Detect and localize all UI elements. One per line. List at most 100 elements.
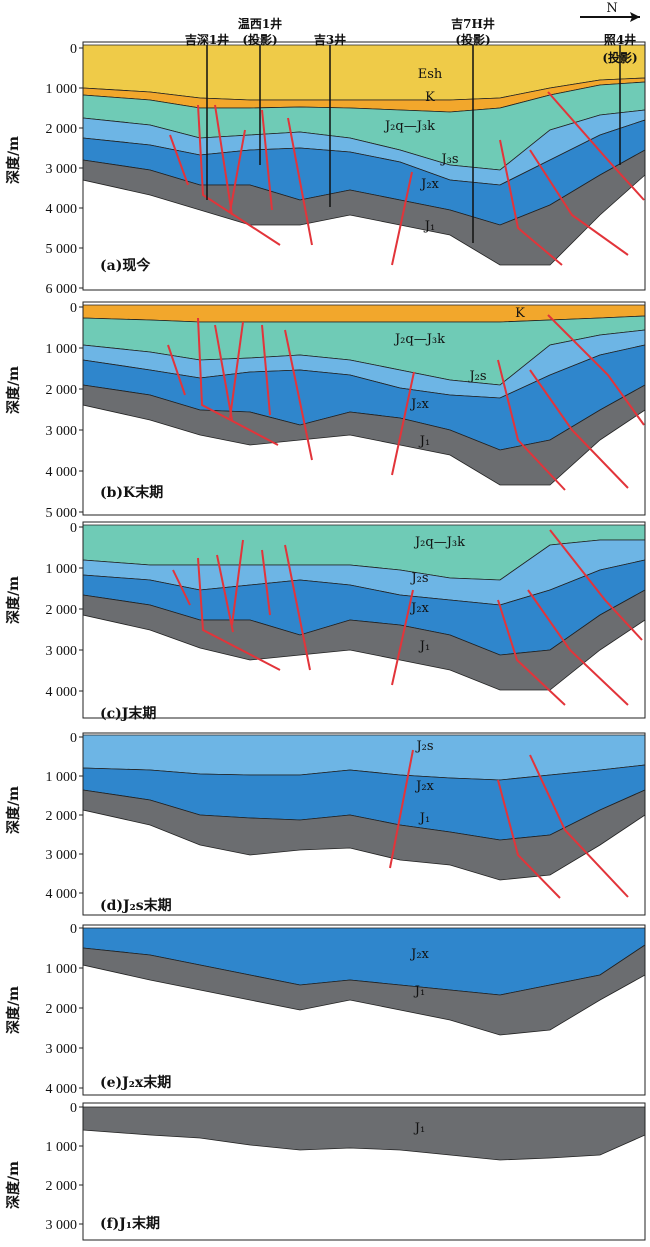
fault-line <box>197 104 281 246</box>
panel-b: 0 1 000 2 000 3 000 4 000 5 000 深度/m K J₂q—J₃k J₂… <box>5 301 646 521</box>
panel-label: (a)现今 <box>100 257 150 274</box>
y-tick-label: 4 000 <box>46 685 78 700</box>
fault-line <box>261 549 271 616</box>
layer-label: J₂x <box>419 177 439 192</box>
y-tick-label: 0 <box>70 922 77 937</box>
layer-label: K <box>515 306 525 321</box>
y-axis-label: 深度/m <box>5 1161 22 1209</box>
well-name: 吉深1井 <box>185 32 229 47</box>
y-axis-label: 深度/m <box>5 136 22 184</box>
y-tick-label: 3 000 <box>46 1218 78 1233</box>
fault-line <box>197 557 281 671</box>
fault-line <box>547 91 645 201</box>
y-tick-label: 4 000 <box>46 887 78 902</box>
fault-line <box>231 539 244 626</box>
panel-frame <box>82 521 646 719</box>
layer-label: J₁ <box>413 1121 425 1136</box>
well-note: (投影) <box>455 32 490 47</box>
y-axis-label: 深度/m <box>5 786 22 834</box>
well-name: 照4井 <box>604 32 636 47</box>
panel-frame <box>82 301 646 516</box>
panel-frame <box>82 924 646 1096</box>
fault-line <box>529 754 629 898</box>
layer-label: J₂s <box>414 739 433 754</box>
layer-label: J₃s <box>439 152 458 167</box>
layer-label: J₂x <box>409 947 429 962</box>
y-tick-label: 3 000 <box>46 1042 78 1057</box>
fault-line <box>499 139 563 266</box>
layer-J1 <box>82 1106 646 1161</box>
fault-line <box>497 599 566 706</box>
fault-line <box>284 544 311 671</box>
y-tick-label: 2 000 <box>46 383 78 398</box>
panel-e: 0 1 000 2 000 3 000 4 000 深度/m J₂x J₁ (e)J₂x末期 <box>5 922 646 1097</box>
panel-label: (c)J末期 <box>100 705 156 722</box>
layer-label: J₁ <box>413 984 425 999</box>
panel-frame <box>82 1102 646 1241</box>
fault-line <box>529 369 629 489</box>
y-tick-label: 1 000 <box>46 562 78 577</box>
fault-line <box>261 109 273 211</box>
y-tick-label: 1 000 <box>46 82 78 97</box>
layer-label: J₂x <box>409 601 429 616</box>
panel-label: (b)K末期 <box>100 484 163 501</box>
fault-line <box>549 529 643 641</box>
y-tick-label: 2 000 <box>46 122 78 137</box>
layer-label: J₂x <box>414 779 434 794</box>
layer-label: J₁ <box>418 811 430 826</box>
y-tick-label: 0 <box>70 42 77 57</box>
panel-d: 0 1 000 2 000 3 000 4 000 深度/m J₂s J₂x J₁ (d)J₂s末… <box>5 731 646 916</box>
fault-line <box>216 554 234 633</box>
panel-label: (e)J₂x末期 <box>100 1074 171 1091</box>
y-tick-label: 2 000 <box>46 1002 78 1017</box>
layer-label: J₂s <box>409 571 428 586</box>
y-tick-label: 4 000 <box>46 1082 78 1097</box>
well-name: 温西1井 <box>238 16 282 31</box>
y-tick-label: 4 000 <box>46 465 78 480</box>
y-tick-label: 0 <box>70 521 77 536</box>
fault-line <box>287 117 313 246</box>
fault-line <box>229 129 246 213</box>
fault-line <box>389 749 414 869</box>
layer-label: J₂q—J₃k <box>413 535 465 550</box>
y-tick-label: 0 <box>70 731 77 746</box>
y-tick-label: 1 000 <box>46 770 78 785</box>
fault-line <box>391 171 413 266</box>
y-tick-label: 3 000 <box>46 848 78 863</box>
fault-line <box>284 329 313 461</box>
fault-line <box>497 779 561 899</box>
fault-line <box>391 371 415 476</box>
layer-label: J₁ <box>418 434 430 449</box>
fault-line <box>214 324 233 421</box>
y-axis-label: 深度/m <box>5 986 22 1034</box>
north-label: N <box>606 1 617 16</box>
y-tick-label: 4 000 <box>46 202 78 217</box>
fault-line <box>172 569 191 606</box>
y-tick-label: 2 000 <box>46 809 78 824</box>
y-tick-label: 3 000 <box>46 644 78 659</box>
fault-line <box>261 324 271 416</box>
well-name: 吉3井 <box>314 32 346 47</box>
fault-line <box>527 589 629 706</box>
panel-label: (d)J₂s末期 <box>100 897 172 914</box>
layer-label: J₁ <box>423 219 435 234</box>
fault-line <box>169 134 189 186</box>
layer-label: J₂s <box>467 369 486 384</box>
y-tick-label: 6 000 <box>46 282 78 297</box>
panel-f: 0 1 000 2 000 3 000 深度/m J₁ (f)J₁末期 <box>5 1101 646 1241</box>
y-tick-label: 2 000 <box>46 1179 78 1194</box>
panel-frame <box>82 732 646 916</box>
layer-label: J₂q—J₃k <box>383 119 435 134</box>
panel-label: (f)J₁末期 <box>100 1215 160 1232</box>
y-tick-label: 1 000 <box>46 342 78 357</box>
well-note: (投影) <box>602 50 637 65</box>
y-axis-label: 深度/m <box>5 366 22 414</box>
fault-line <box>167 344 186 396</box>
fault-line <box>529 149 629 256</box>
y-tick-label: 3 000 <box>46 162 78 177</box>
fault-line <box>214 104 233 216</box>
panel-frame <box>82 41 646 291</box>
layer-label: J₂q—J₃k <box>393 332 445 347</box>
